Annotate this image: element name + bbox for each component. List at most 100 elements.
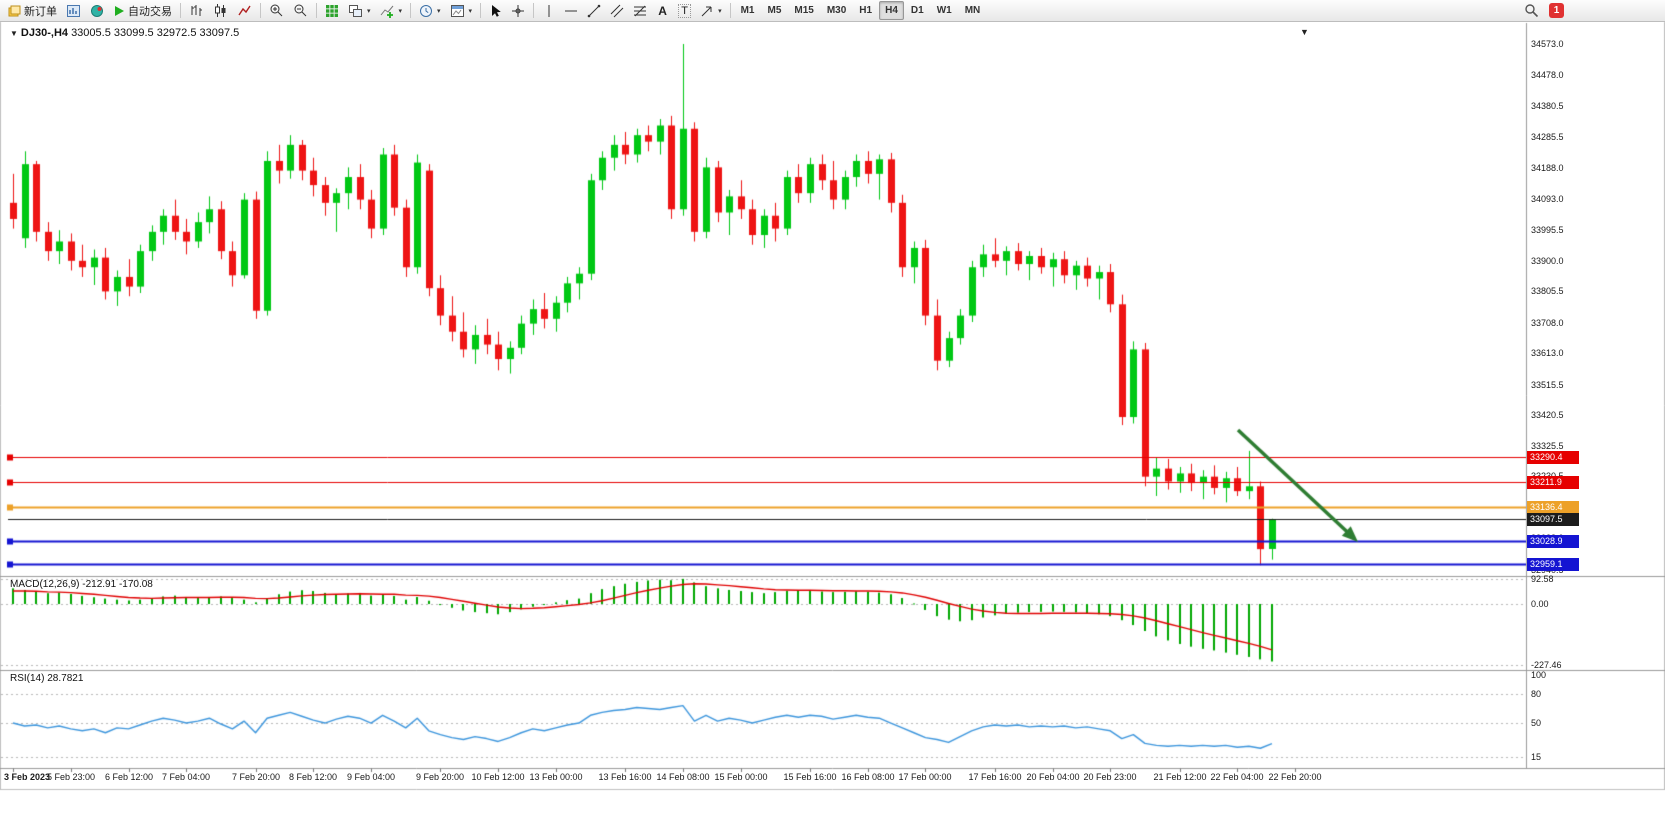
time-axis-label: 5 Feb 23:00 xyxy=(46,772,96,782)
channel-button[interactable] xyxy=(606,1,628,20)
toolbar-separator xyxy=(480,3,482,18)
line-chart-icon xyxy=(237,3,252,18)
hline-price-tag: 33211.9 xyxy=(1527,476,1579,489)
auto-trading-label: 自动交易 xyxy=(128,5,172,18)
current-price-tag: 33097.5 xyxy=(1527,513,1579,526)
indicators-plus-icon xyxy=(380,4,395,18)
templates-button[interactable]: ▾ xyxy=(446,1,477,20)
timeframe-m30-button[interactable]: M30 xyxy=(826,5,847,16)
symbol-dropdown-icon: ▼ xyxy=(10,29,18,38)
time-axis-label: 3 Feb 2023 xyxy=(4,772,51,782)
timeframe-m1-button[interactable]: M1 xyxy=(740,5,755,16)
macd-indicator-label: MACD(12,26,9) -212.91 -170.08 xyxy=(10,579,153,590)
time-axis-label: 20 Feb 04:00 xyxy=(1026,772,1080,782)
price-axis-tick: 33420.5 xyxy=(1531,410,1564,421)
hline-price-tag: 33136.4 xyxy=(1527,501,1579,514)
charts-window-icon xyxy=(66,4,81,18)
price-axis-tick: 33613.0 xyxy=(1531,348,1564,359)
template-icon xyxy=(450,4,465,18)
zoom-out-button[interactable] xyxy=(289,1,312,20)
bar-chart-icon xyxy=(189,3,204,18)
grid-icon xyxy=(325,4,339,18)
hline-price-tag: 33028.9 xyxy=(1527,535,1579,548)
price-axis-tick: 34380.5 xyxy=(1531,101,1564,112)
rsi-name: RSI(14) xyxy=(10,673,45,684)
fibonacci-button[interactable] xyxy=(629,1,651,20)
time-axis-label: 15 Feb 16:00 xyxy=(783,772,837,782)
vertical-line-button[interactable] xyxy=(538,1,559,20)
dropdown-caret-icon: ▾ xyxy=(718,7,722,15)
dropdown-caret-icon: ▾ xyxy=(468,7,473,15)
new-chart-button[interactable] xyxy=(321,1,343,20)
time-axis-label: 8 Feb 12:00 xyxy=(288,772,338,782)
candlestick-icon xyxy=(213,3,228,18)
main-toolbar: 新订单 自动交易 ▾ ▾ ▾ ▾ A T ▾ M1 M5 M15 M30 H1 … xyxy=(0,0,1665,22)
time-axis-label: 7 Feb 04:00 xyxy=(161,772,211,782)
channel-icon xyxy=(610,4,624,18)
price-axis-tick: 33900.0 xyxy=(1531,255,1564,266)
fibonacci-icon xyxy=(633,4,647,18)
chart-title: ▼ DJ30-,H4 33005.5 33099.5 32972.5 33097.… xyxy=(10,27,239,39)
candlestick-button[interactable] xyxy=(209,1,232,20)
bar-chart-button[interactable] xyxy=(185,1,208,20)
time-axis-label: 15 Feb 00:00 xyxy=(714,772,768,782)
new-order-button[interactable]: 新订单 xyxy=(3,1,61,20)
dropdown-caret-icon: ▾ xyxy=(437,7,441,15)
notification-badge[interactable]: 1 xyxy=(1549,3,1564,18)
timeframe-w1-button[interactable]: W1 xyxy=(936,5,952,16)
auto-trading-play-icon xyxy=(113,5,125,17)
auto-trading-button[interactable]: 自动交易 xyxy=(109,1,176,20)
rsi-axis-tick: 80 xyxy=(1531,688,1542,699)
periods-button[interactable]: ▾ xyxy=(415,1,445,20)
toolbar-right-group: 1 xyxy=(1520,1,1564,20)
timeframe-mn-button[interactable]: MN xyxy=(964,5,981,16)
timeframe-m15-button[interactable]: M15 xyxy=(794,5,814,16)
tile-windows-button[interactable]: ▾ xyxy=(344,1,375,20)
indicators-button[interactable]: ▾ xyxy=(376,1,407,20)
dropdown-caret-icon: ▾ xyxy=(398,7,403,15)
cursor-button[interactable] xyxy=(485,1,506,20)
arrows-button[interactable]: ▾ xyxy=(696,1,726,20)
trendline-button[interactable] xyxy=(583,1,605,20)
clock-icon xyxy=(419,4,433,18)
line-chart-button[interactable] xyxy=(233,1,256,20)
macd-name: MACD(12,26,9) xyxy=(10,579,80,590)
price-axis-tick: 33325.5 xyxy=(1531,440,1564,451)
time-axis-label: 13 Feb 00:00 xyxy=(529,772,583,782)
price-axis-tick: 34573.0 xyxy=(1531,39,1564,49)
text-button[interactable]: A xyxy=(652,1,673,20)
text-icon: A xyxy=(658,3,667,18)
chart-ohlc-values: 33005.5 33099.5 32972.5 33097.5 xyxy=(71,27,240,39)
zoom-in-button[interactable] xyxy=(265,1,288,20)
trendline-icon xyxy=(587,4,601,18)
price-axis-tick: 33995.5 xyxy=(1531,225,1564,236)
time-axis-label: 6 Feb 12:00 xyxy=(104,772,154,782)
dropdown-caret-icon: ▾ xyxy=(367,7,371,15)
chart-symbol-period: DJ30-,H4 xyxy=(20,27,68,39)
timeframe-m5-button[interactable]: M5 xyxy=(767,5,782,16)
time-axis-label: 13 Feb 16:00 xyxy=(598,772,652,782)
time-axis-label: 14 Feb 08:00 xyxy=(656,772,710,782)
vertical-line-icon xyxy=(543,4,555,18)
search-button[interactable] xyxy=(1520,1,1543,20)
time-axis-label: 9 Feb 20:00 xyxy=(415,772,465,782)
horizontal-line-icon xyxy=(564,5,578,17)
toolbar-separator xyxy=(410,3,412,18)
cursor-icon xyxy=(489,4,502,18)
rsi-value: 28.7821 xyxy=(47,673,84,684)
timeframe-h1-button[interactable]: H1 xyxy=(859,5,873,16)
rsi-axis-tick: 50 xyxy=(1531,718,1542,729)
new-order-label: 新订单 xyxy=(24,5,57,18)
timeframe-h4-button[interactable]: H4 xyxy=(879,1,904,20)
chart-shift-marker-icon[interactable]: ▼ xyxy=(1300,27,1309,37)
crosshair-button[interactable] xyxy=(507,1,529,20)
strategy-button[interactable] xyxy=(86,1,108,20)
charts-window-button[interactable] xyxy=(62,1,85,20)
timeframe-d1-button[interactable]: D1 xyxy=(910,5,924,16)
rsi-axis-tick: 15 xyxy=(1531,751,1542,762)
label-button[interactable]: T xyxy=(674,1,695,20)
price-axis-tick: 33805.5 xyxy=(1531,286,1564,297)
horizontal-line-button[interactable] xyxy=(560,1,582,20)
hline-price-tag: 32959.1 xyxy=(1527,558,1579,571)
